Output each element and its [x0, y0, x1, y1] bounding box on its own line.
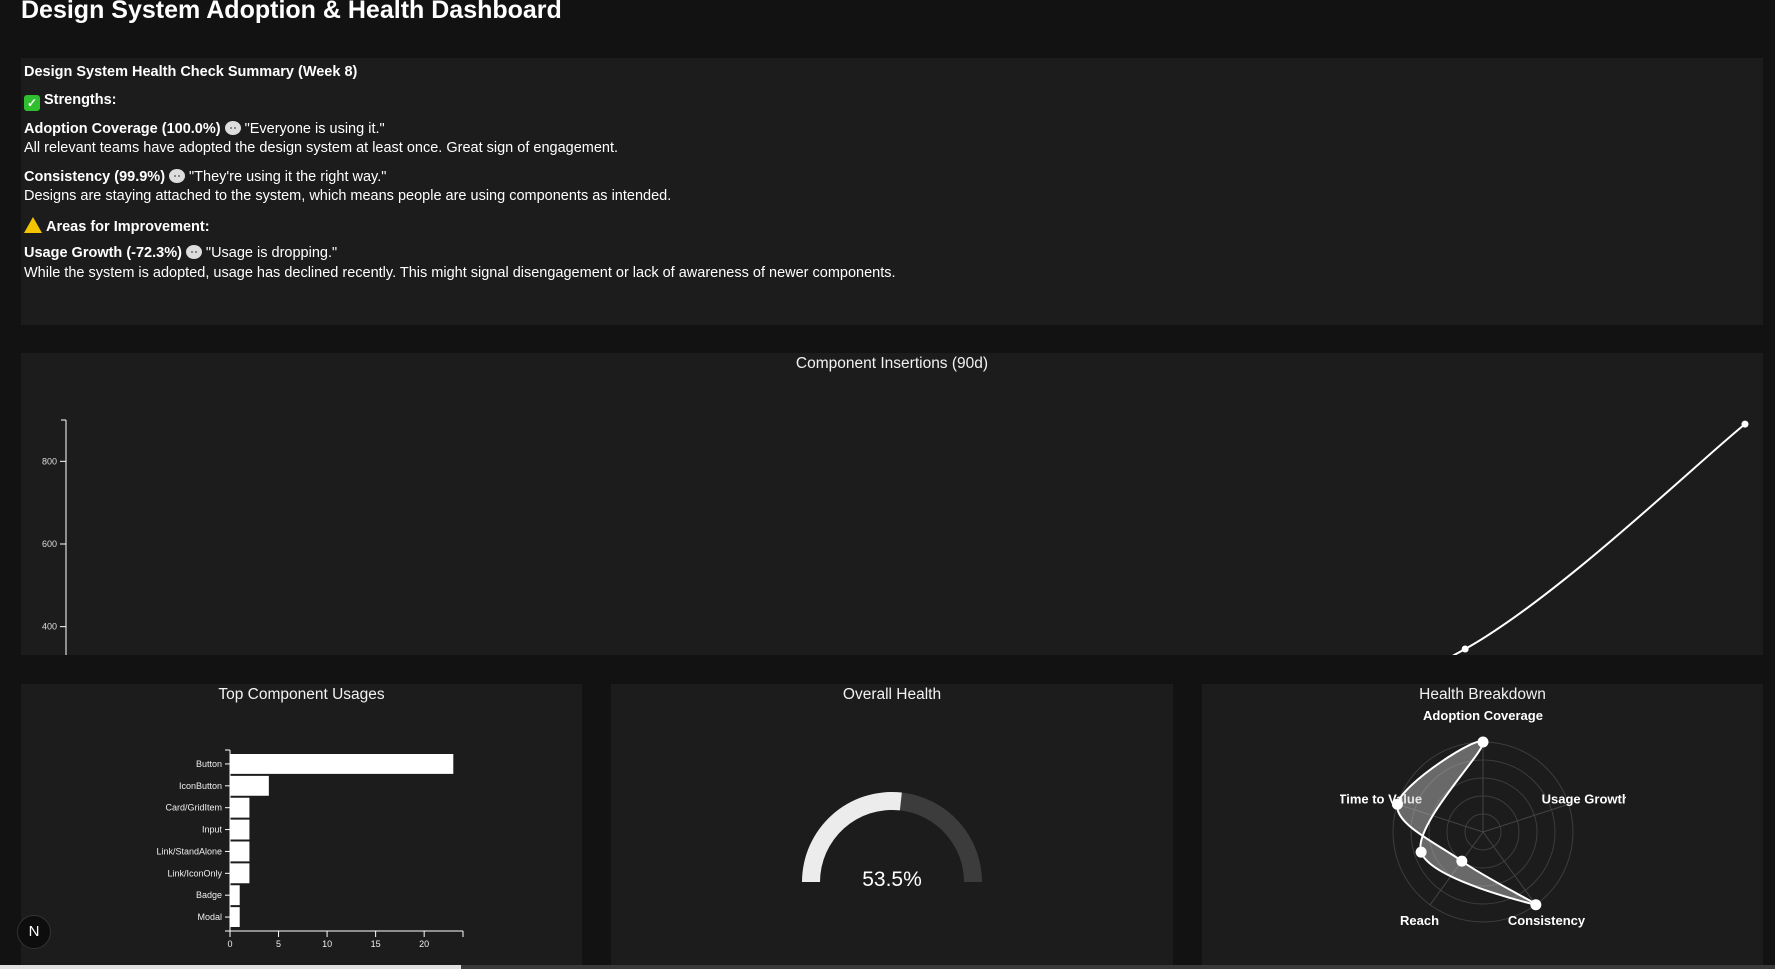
radar-point: [1530, 899, 1542, 911]
axis-label: Consistency: [1508, 913, 1586, 928]
x-tick-label: 15: [371, 939, 381, 949]
chart-title: Component Insertions (90d): [795, 355, 989, 372]
metric-label: Usage Growth (-72.3%): [24, 245, 182, 261]
radar-card: Health Breakdown Adoption Coverage Usage …: [1202, 684, 1763, 965]
bar-chart: Button IconButton Card/GridItem Input Link/S…: [156, 749, 464, 949]
category-label: Input: [202, 825, 223, 835]
metric-detail: While the system is adopted, usage has d…: [24, 265, 896, 281]
horizontal-scrollbar[interactable]: [0, 965, 1775, 969]
x-tick-label: 20: [419, 939, 429, 949]
data-point: [1741, 420, 1749, 428]
gauge-value: 53.5%: [862, 868, 922, 891]
y-tick-label: 400: [42, 622, 57, 632]
line-chart: 0200400600800Mar 31Apr 01Apr 03Apr 05Apr…: [42, 419, 1749, 655]
bar: [230, 841, 250, 862]
category-label: Card/GridItem: [165, 803, 222, 813]
radar-point: [1391, 798, 1403, 810]
page-title: Design System Adoption & Health Dashboar…: [21, 0, 562, 24]
metric-quote: "Everyone is using it.": [244, 121, 385, 137]
gauge-fill: [802, 792, 902, 882]
metric-detail: Designs are staying attached to the syst…: [24, 188, 672, 204]
axis-label: Usage Growth: [1542, 792, 1626, 807]
category-label: Modal: [197, 912, 222, 922]
x-tick-label: 5: [276, 939, 281, 949]
check-mark-icon: ✓: [24, 95, 40, 111]
chart-title: Health Breakdown: [1419, 686, 1546, 703]
improvement-item: Usage Growth (-72.3%) "Usage is dropping.…: [24, 245, 337, 261]
category-label: Badge: [196, 890, 222, 900]
improvement-label: Areas for Improvement:: [46, 219, 210, 235]
radar-point: [1415, 846, 1427, 858]
improvement-heading: Areas for Improvement:: [24, 217, 210, 235]
data-point: [1461, 645, 1469, 653]
y-tick-label: 600: [42, 539, 57, 549]
bar: [230, 754, 454, 774]
strength-item: Consistency (99.9%) "They're using it the…: [24, 169, 386, 185]
metric-quote: "They're using it the right way.": [189, 169, 387, 185]
bar: [230, 819, 250, 840]
bar-chart-card: Top Component Usages Button IconButton Car…: [21, 684, 582, 965]
warning-icon: [24, 217, 42, 233]
chart-title: Overall Health: [842, 686, 942, 703]
radar-point: [1477, 736, 1489, 748]
radar-point: [1456, 855, 1468, 867]
speech-bubble-icon: [169, 169, 186, 183]
series-line: [1452, 423, 1746, 655]
category-label: Button: [196, 759, 222, 769]
metric-quote: "Usage is dropping.": [205, 245, 338, 261]
category-label: Link/StandAlone: [156, 846, 222, 856]
metric-label: Adoption Coverage (100.0%): [24, 121, 221, 137]
category-label: Link/IconOnly: [167, 868, 222, 878]
radar-area: [1396, 740, 1538, 906]
bar: [230, 863, 250, 884]
axis-line: [1429, 831, 1484, 906]
badge-letter: N: [28, 923, 40, 940]
line-chart-card: Component Insertions (90d) 0200400600800…: [21, 353, 1763, 655]
x-tick-label: 0: [227, 939, 232, 949]
strengths-heading: ✓ Strengths:: [24, 92, 117, 111]
speech-bubble-icon: [185, 245, 202, 259]
axis-label: Adoption Coverage: [1423, 708, 1543, 723]
axis-label: Reach: [1400, 913, 1439, 928]
axis-line: [1482, 803, 1569, 833]
metric-detail: All relevant teams have adopted the desi…: [24, 140, 619, 156]
next-dev-badge[interactable]: N: [17, 915, 51, 949]
x-tick-label: 10: [322, 939, 332, 949]
bar: [230, 885, 240, 906]
radar-chart: Adoption Coverage Usage Growth Consistency…: [1340, 708, 1626, 928]
strength-item: Adoption Coverage (100.0%) "Everyone is u…: [24, 121, 385, 137]
gauge-track: [899, 792, 982, 882]
metric-label: Consistency (99.9%): [24, 169, 166, 185]
summary-heading: Design System Health Check Summary (Week…: [24, 64, 358, 80]
axis-line: [1397, 803, 1484, 833]
strengths-label: Strengths:: [44, 92, 117, 108]
bar: [230, 797, 250, 818]
gauge-card: Overall Health 53.5%: [611, 684, 1173, 965]
health-summary-panel: Design System Health Check Summary (Week…: [21, 58, 1763, 325]
scrollbar-thumb[interactable]: [0, 965, 461, 969]
gauge-chart: 53.5%: [802, 792, 982, 891]
category-label: IconButton: [179, 781, 222, 791]
bar: [230, 907, 240, 927]
y-tick-label: 800: [42, 456, 57, 466]
speech-bubble-icon: [224, 121, 241, 135]
bar: [230, 775, 269, 796]
axis-line: [1482, 831, 1537, 906]
chart-title: Top Component Usages: [218, 686, 385, 703]
